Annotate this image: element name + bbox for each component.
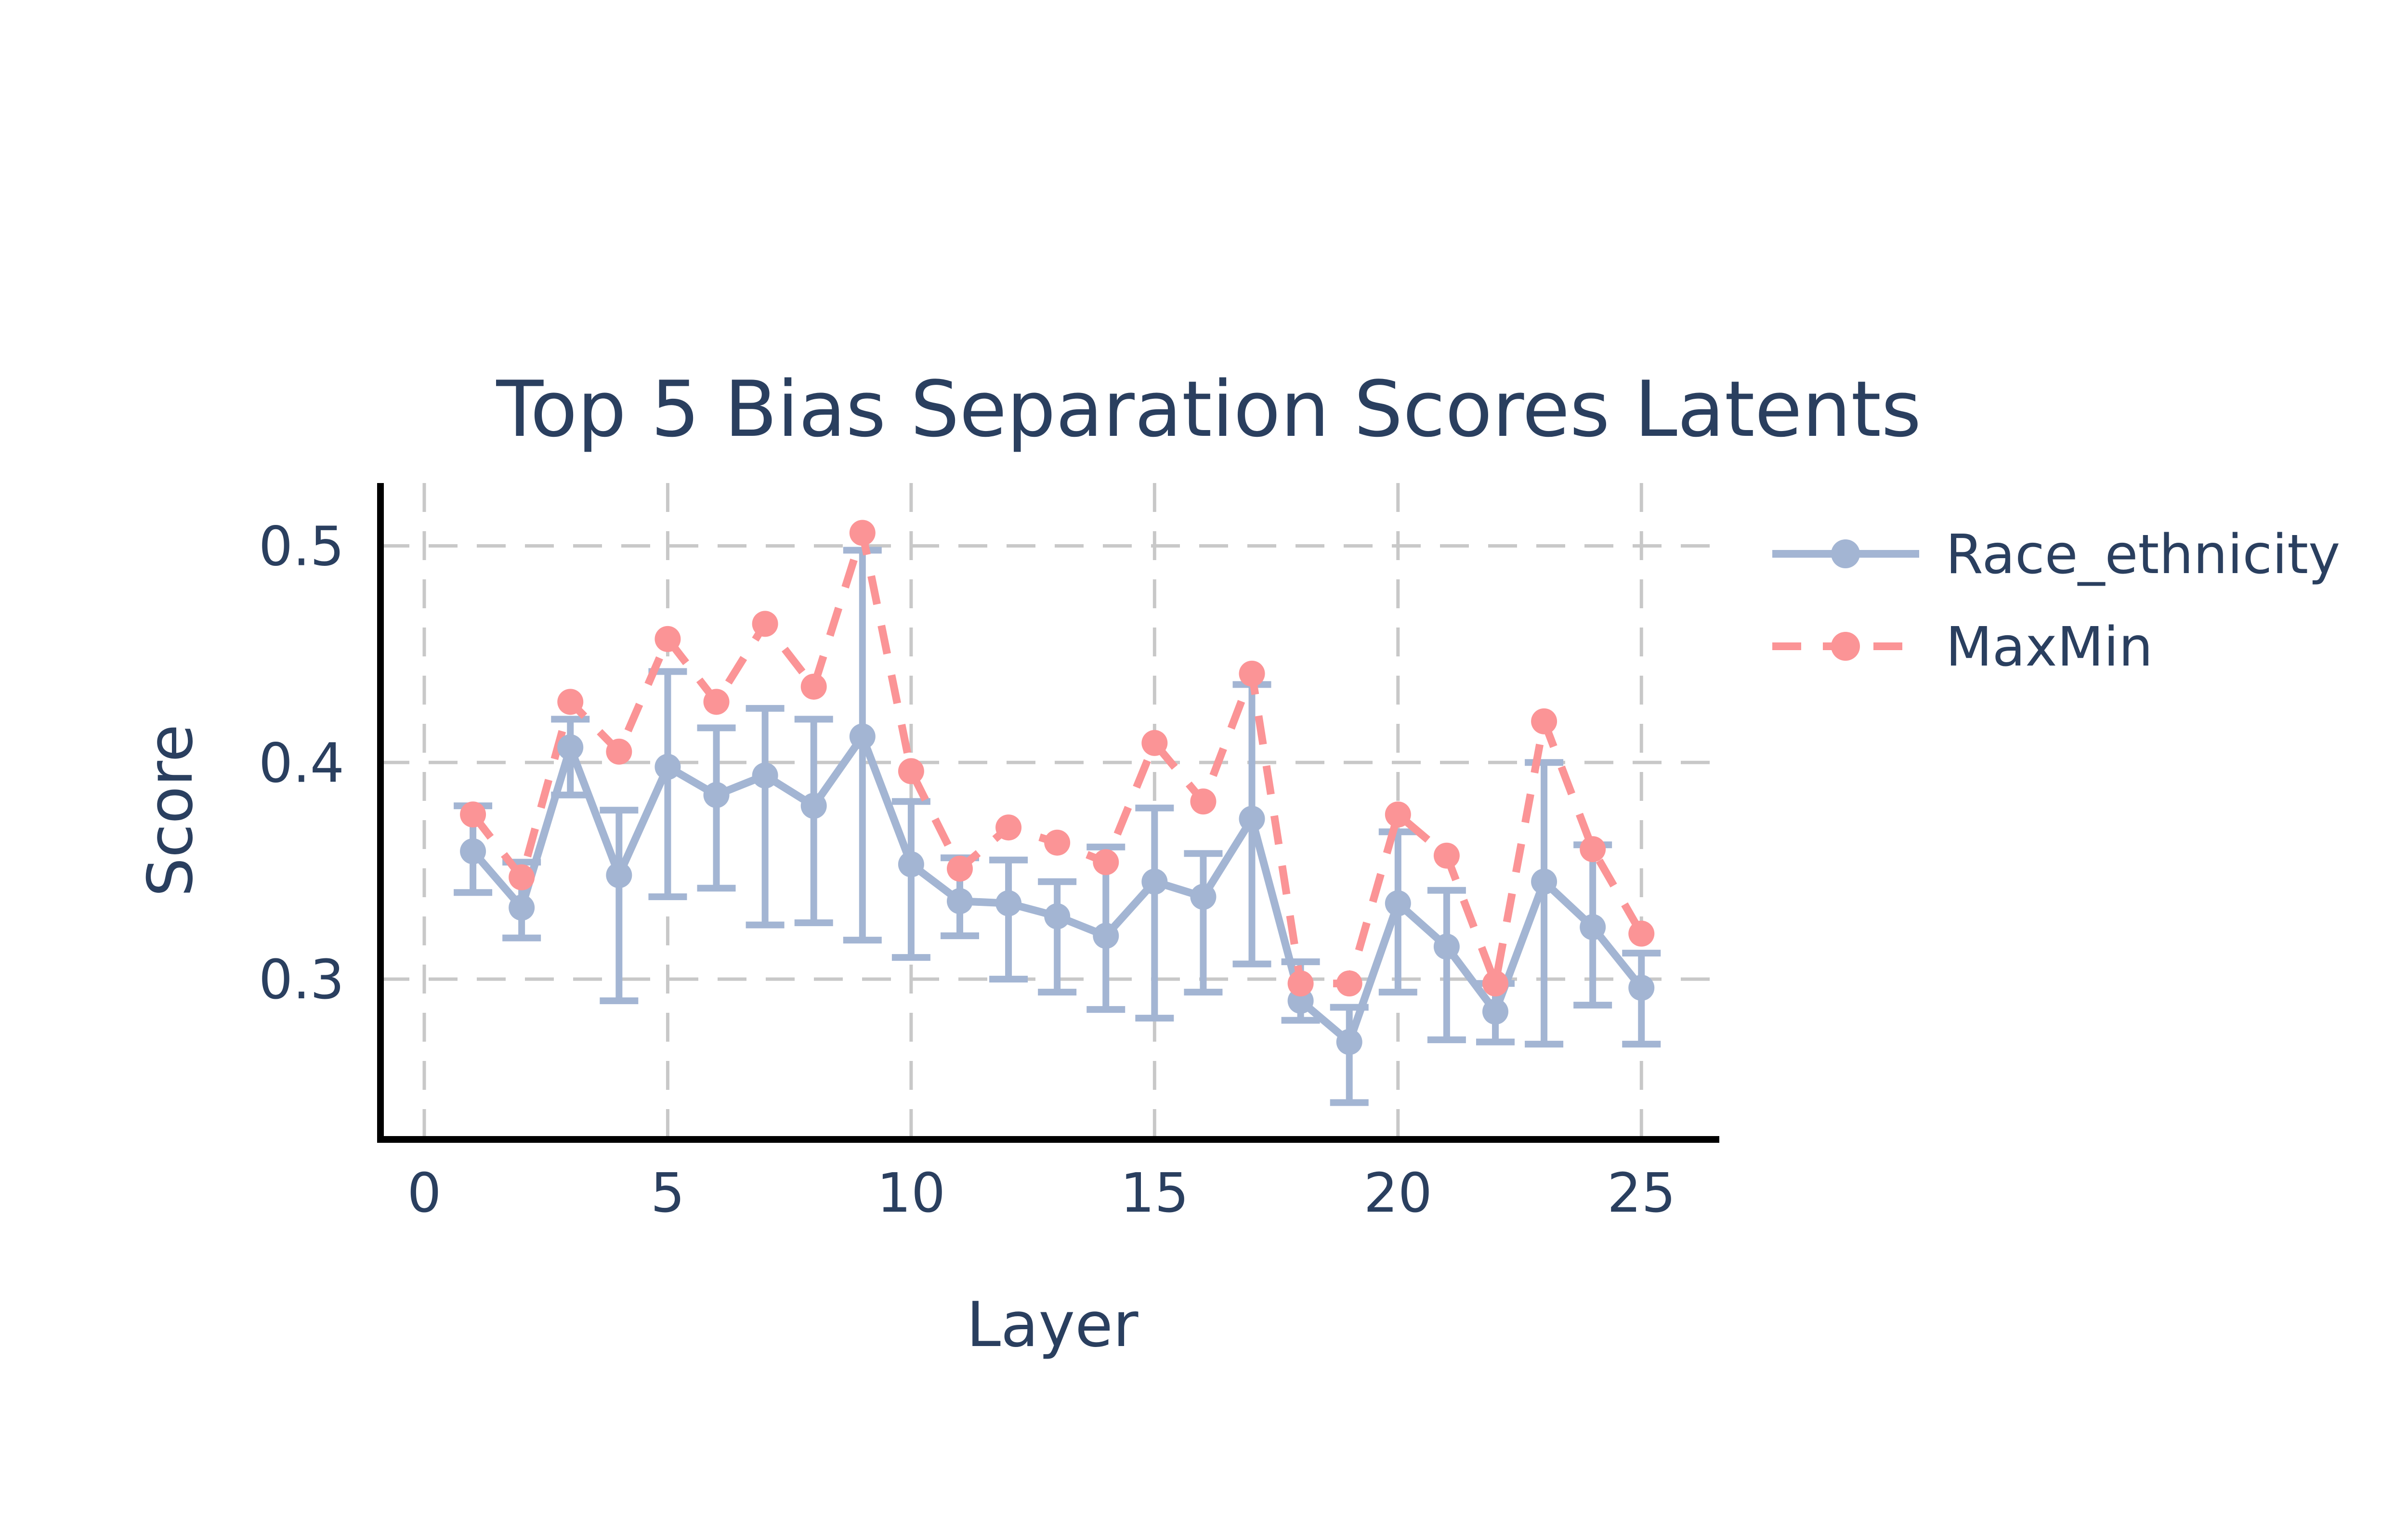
y-tick-label-2: 0.5	[259, 515, 344, 578]
legend-item-0: Race_ethnicity	[1772, 523, 2340, 586]
y-tick-label-1: 0.4	[259, 732, 344, 795]
error-bar-16	[1184, 850, 1223, 996]
series-1-point-10	[898, 758, 924, 785]
error-bar-5	[648, 668, 687, 901]
series-0-point-20	[1385, 890, 1411, 916]
legend-label-1: MaxMin	[1946, 616, 2153, 679]
series-0-point-12	[995, 890, 1022, 916]
error-bar-10	[891, 798, 930, 961]
series-0-point-14	[1093, 923, 1119, 949]
x-tick-label-3: 15	[1120, 1162, 1189, 1225]
legend: Race_ethnicity MaxMin	[1772, 523, 2340, 679]
error-bars	[454, 547, 1661, 1106]
series-0-point-23	[1531, 868, 1557, 895]
series-1-point-20	[1385, 801, 1411, 828]
series-0-point-11	[946, 888, 973, 915]
series-1-point-23	[1531, 708, 1557, 734]
series-0-point-7	[752, 762, 778, 789]
series-1-point-15	[1141, 730, 1168, 756]
series-1-point-7	[752, 611, 778, 637]
series-1-point-22	[1482, 970, 1508, 997]
series-1-point-24	[1580, 836, 1606, 863]
series-1-point-25	[1628, 920, 1655, 947]
series-1-point-17	[1239, 660, 1265, 687]
error-bar-12	[989, 856, 1028, 983]
legend-item-1: MaxMin	[1772, 616, 2153, 679]
series-1-point-12	[995, 814, 1022, 841]
series-1-point-4	[606, 738, 632, 765]
y-tick-labels: 0.3 0.4 0.5	[259, 515, 344, 1011]
legend-marker-0	[1831, 539, 1860, 568]
legend-label-0: Race_ethnicity	[1946, 523, 2340, 586]
series-0-point-22	[1482, 998, 1508, 1025]
error-bar-4	[600, 807, 639, 1005]
series-markers	[460, 520, 1655, 1055]
series-1-point-14	[1093, 849, 1119, 876]
error-bar-13	[1038, 878, 1077, 996]
series-0-point-25	[1628, 975, 1655, 1001]
series-1-point-18	[1287, 970, 1314, 997]
series-0-point-19	[1336, 1029, 1362, 1055]
y-tick-label-0: 0.3	[259, 949, 344, 1011]
series-1-point-16	[1190, 788, 1217, 815]
x-tick-label-4: 20	[1364, 1162, 1433, 1225]
series-1-point-5	[654, 626, 681, 652]
x-tick-label-1: 5	[651, 1162, 685, 1225]
x-tick-label-2: 10	[877, 1162, 946, 1225]
series-1-point-19	[1336, 970, 1362, 997]
series-0-point-1	[460, 838, 486, 864]
series-0-point-6	[703, 782, 730, 808]
series-1-point-21	[1433, 842, 1460, 869]
error-bar-21	[1427, 887, 1466, 1044]
series-0-point-9	[849, 723, 876, 750]
series-1-point-8	[800, 673, 827, 700]
series-0-point-4	[606, 862, 632, 889]
x-tick-label-0: 0	[407, 1162, 441, 1225]
x-axis-label: Layer	[967, 1289, 1139, 1361]
series-0-point-21	[1433, 933, 1460, 960]
error-bar-15	[1135, 804, 1174, 1022]
error-bar-8	[794, 716, 833, 927]
series-1-point-9	[849, 520, 876, 546]
chart-title: Top 5 Bias Separation Scores Latents	[496, 364, 1922, 454]
error-bar-7	[746, 705, 785, 929]
legend-marker-1	[1831, 632, 1860, 661]
series-1-point-2	[509, 864, 535, 890]
series-0-point-15	[1141, 868, 1168, 895]
series-1-point-13	[1044, 829, 1071, 856]
series-0-point-24	[1580, 914, 1606, 941]
series-1-point-6	[703, 689, 730, 715]
series-0-point-10	[898, 851, 924, 877]
series-0-point-17	[1239, 806, 1265, 832]
y-axis-label: Score	[135, 724, 207, 897]
series-0-point-13	[1044, 903, 1071, 929]
series-0-point-8	[800, 793, 827, 819]
series-0-point-5	[654, 754, 681, 780]
series-1-point-1	[460, 801, 486, 828]
error-bar-23	[1525, 759, 1564, 1048]
grid-lines	[380, 483, 1719, 1139]
series-1-point-3	[557, 689, 584, 715]
x-tick-labels: 0 5 10 15 20 25	[407, 1162, 1675, 1225]
series-1-point-11	[946, 855, 973, 882]
series-0-point-3	[557, 734, 584, 760]
series-0-point-2	[509, 894, 535, 921]
x-tick-label-5: 25	[1607, 1162, 1676, 1225]
series-0-point-16	[1190, 884, 1217, 910]
